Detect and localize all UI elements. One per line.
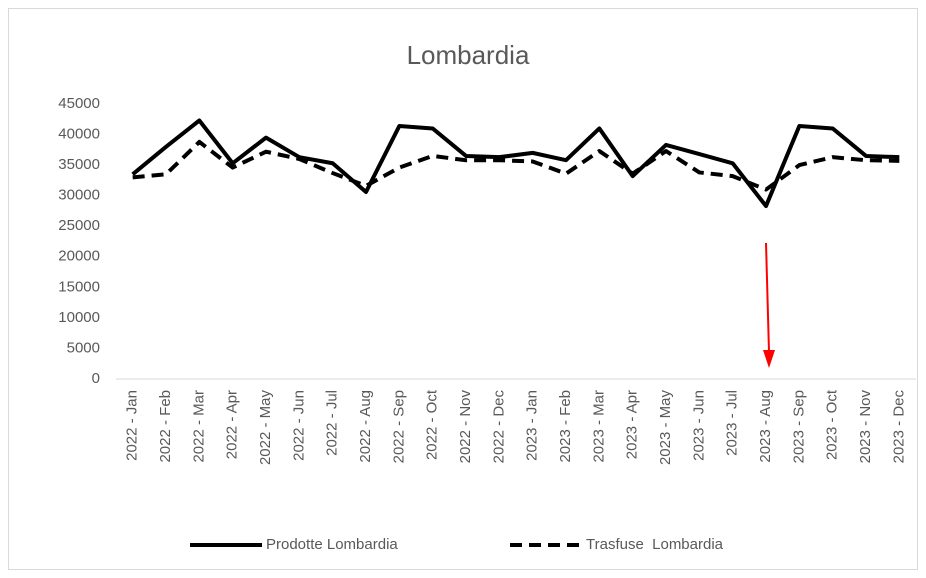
x-tick-label: 2023 - Nov xyxy=(857,390,874,464)
x-tick-label: 2023 - Oct xyxy=(824,389,841,460)
x-tick-label: 2023 - Apr xyxy=(624,390,641,459)
x-tick-label: 2023 - Sep xyxy=(790,390,807,463)
x-tick-label: 2022 - Mar xyxy=(190,390,207,463)
x-tick-label: 2022 - Jun xyxy=(290,390,307,461)
y-tick-label: 40000 xyxy=(58,126,100,143)
x-tick-label: 2022 - Apr xyxy=(224,390,241,459)
x-tick-label: 2023 - Jan xyxy=(524,390,541,461)
y-tick-label: 5000 xyxy=(67,339,100,356)
x-tick-label: 2022 - Oct xyxy=(424,389,441,460)
chart-border xyxy=(8,8,918,570)
x-tick-label: 2023 - Dec xyxy=(890,390,907,464)
x-tick-label: 2022 - Sep xyxy=(390,390,407,463)
x-tick-label: 2022 - Jul xyxy=(324,390,341,456)
legend-label: Trasfuse Lombardia xyxy=(586,536,724,553)
annotation-arrow xyxy=(763,242,775,368)
x-tick-label: 2022 - Dec xyxy=(490,390,507,464)
x-tick-label: 2023 - Feb xyxy=(557,390,574,463)
x-tick-label: 2023 - May xyxy=(657,390,674,466)
line-series xyxy=(131,118,900,209)
line-series xyxy=(132,139,900,192)
x-tick-label: 2022 - Aug xyxy=(357,390,374,463)
x-tick-label: 2022 - Jan xyxy=(124,390,141,461)
y-tick-label: 15000 xyxy=(58,278,100,295)
x-tick-label: 2023 - Jun xyxy=(690,390,707,461)
y-tick-label: 25000 xyxy=(58,217,100,234)
x-tick-label: 2023 - Jul xyxy=(724,390,741,456)
y-tick-label: 20000 xyxy=(58,248,100,265)
x-tick-label: 2022 - May xyxy=(257,390,274,466)
x-tick-label: 2022 - Nov xyxy=(457,390,474,464)
y-tick-label: 10000 xyxy=(58,309,100,326)
y-tick-label: 0 xyxy=(92,370,100,387)
x-tick-label: 2023 - Aug xyxy=(757,390,774,463)
x-tick-label: 2022 - Feb xyxy=(157,390,174,463)
y-tick-label: 30000 xyxy=(58,187,100,204)
x-tick-label: 2023 - Mar xyxy=(590,390,607,463)
y-tick-label: 45000 xyxy=(58,95,100,112)
legend-label: Prodotte Lombardia xyxy=(266,536,398,553)
chart-title: Lombardia xyxy=(407,40,530,70)
y-tick-label: 35000 xyxy=(58,156,100,173)
